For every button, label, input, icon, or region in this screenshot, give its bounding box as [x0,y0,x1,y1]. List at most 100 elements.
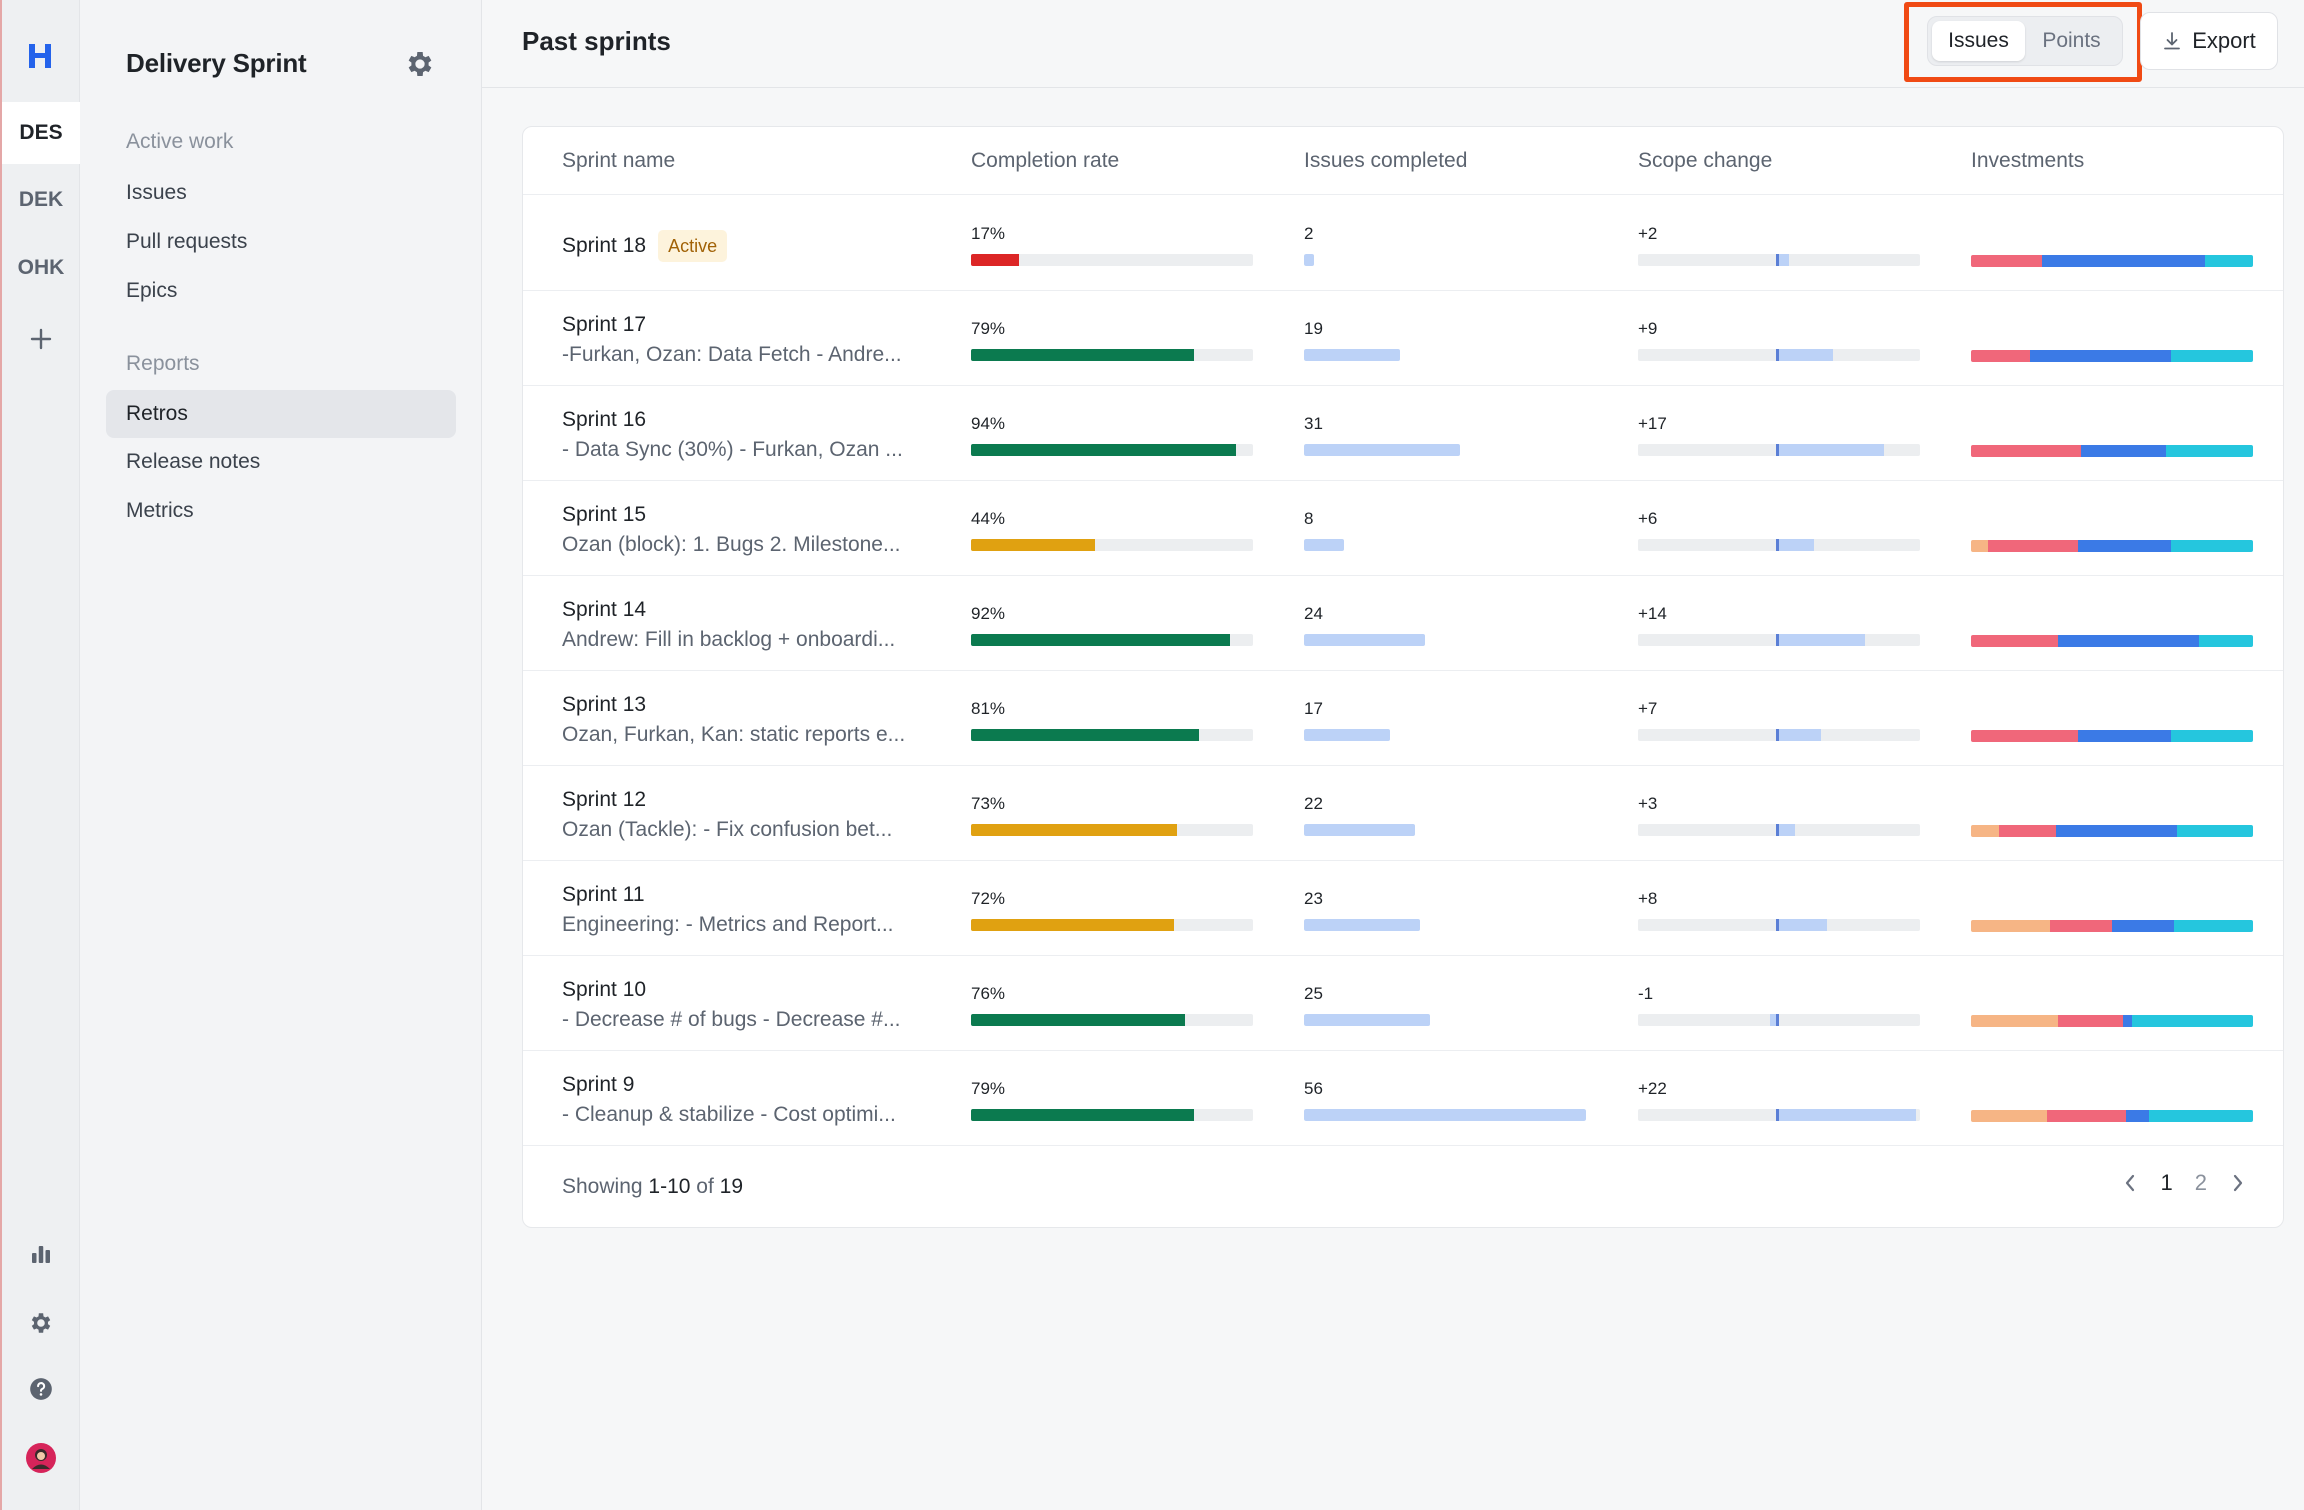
scope-bar [1638,1014,1920,1026]
next-page-button[interactable] [2229,1169,2247,1197]
column-issues-completed[interactable]: Issues completed [1304,149,1468,172]
investments-bar [1971,445,2253,457]
scope-value: +7 [1638,699,1658,718]
completion-value: 94% [971,414,1006,433]
completion-cell: 92% [971,604,1253,646]
investments-bar [1971,1110,2253,1122]
scope-bar-fill [1776,349,1833,361]
scope-zero-marker [1776,634,1779,646]
sidebar-item-pull-requests[interactable]: Pull requests [126,230,248,253]
column-sprint-name[interactable]: Sprint name [562,149,676,172]
scope-cell: +8 [1638,889,1920,931]
scope-zero-marker [1776,254,1779,266]
investments-bar [1971,255,2253,267]
column-investments[interactable]: Investments [1971,149,2085,172]
page-1[interactable]: 1 [2160,1170,2173,1195]
workspace-dek[interactable]: DEK [18,188,64,211]
scope-bar [1638,919,1920,931]
table-footer: Showing 1-10 of 19 1 2 [523,1147,2283,1229]
completion-cell: 17% [971,224,1253,266]
table-row[interactable]: Sprint 16 - Data Sync (30%) - Furkan, Oza… [523,386,2283,481]
app-logo[interactable] [20,36,60,76]
column-completion-rate[interactable]: Completion rate [971,149,1120,172]
help-button[interactable] [24,1372,58,1406]
issues-bar [1304,824,1586,836]
investment-segment [2058,1015,2124,1027]
table-row[interactable]: Sprint 10 - Decrease # of bugs - Decrease… [523,956,2283,1051]
analytics-button[interactable] [24,1237,58,1271]
scope-cell: +3 [1638,794,1920,836]
export-button[interactable]: Export [2140,12,2278,70]
issues-value: 23 [1304,889,1323,908]
scope-zero-marker [1776,919,1779,931]
prev-page-button[interactable] [2121,1169,2139,1197]
sidebar-item-issues[interactable]: Issues [126,181,187,204]
scope-value: +2 [1638,224,1658,243]
completion-bar-fill [971,729,1200,741]
highlight-frame [1904,2,2142,82]
table-row[interactable]: Sprint 9 - Cleanup & stabilize - Cost opt… [523,1051,2283,1146]
scope-value: -1 [1638,984,1654,1003]
sprint-name: Sprint 18 [562,234,647,257]
scope-cell: +14 [1638,604,1920,646]
table-row[interactable]: Sprint 14 Andrew: Fill in backlog + onboa… [523,576,2283,671]
issues-cell: 25 [1304,984,1586,1026]
completion-value: 81% [971,699,1006,718]
completion-bar-fill [971,634,1231,646]
chevron-right-icon [2233,1174,2243,1192]
investments-bar [1971,1015,2253,1027]
workspace-ohk[interactable]: OHK [17,256,65,279]
table-row[interactable]: Sprint 15 Ozan (block): 1. Bugs 2. Milest… [523,481,2283,576]
scope-bar [1638,254,1920,266]
settings-button[interactable] [24,1306,58,1340]
sidebar-item-release-notes[interactable]: Release notes [126,450,261,473]
add-workspace-button[interactable] [24,322,58,356]
investment-segment [1971,255,2042,267]
sprint-name-cell: Sprint 9 - Cleanup & stabilize - Cost opt… [562,1071,942,1129]
table-row[interactable]: Sprint 18 Active 17% 2 +2 [523,196,2283,291]
issues-cell: 8 [1304,509,1586,551]
sidebar-item-retros[interactable]: Retros [106,390,456,438]
investment-segment [2049,920,2112,932]
user-avatar[interactable] [24,1441,58,1475]
scope-cell: +6 [1638,509,1920,551]
scope-cell: +7 [1638,699,1920,741]
table-row[interactable]: Sprint 17 -Furkan, Ozan: Data Fetch - And… [523,291,2283,386]
project-settings-button[interactable] [404,48,436,80]
issues-cell: 31 [1304,414,1586,456]
investment-segment [2055,825,2177,837]
scope-zero-marker [1776,1014,1779,1026]
table-row[interactable]: Sprint 11 Engineering: - Metrics and Repo… [523,861,2283,956]
sidebar-item-metrics[interactable]: Metrics [126,499,194,522]
sidebar-item-epics[interactable]: Epics [126,279,178,302]
investment-segment [1971,1015,2059,1027]
completion-cell: 73% [971,794,1253,836]
sprint-goal: - Data Sync (30%) - Furkan, Ozan ... [562,438,903,461]
table-row[interactable]: Sprint 12 Ozan (Tackle): - Fix confusion … [523,766,2283,861]
scope-value: +8 [1638,889,1658,908]
issues-value: 25 [1304,984,1323,1003]
completion-bar [971,1014,1253,1026]
workspace-des[interactable]: DES [2,102,80,164]
page-2[interactable]: 2 [2194,1170,2207,1195]
scope-cell: +9 [1638,319,1920,361]
investment-segment [2171,730,2253,742]
issues-bar-fill [1304,444,1460,456]
investment-segment [1971,825,2000,837]
issues-cell: 23 [1304,889,1586,931]
scope-value: +14 [1638,604,1667,623]
scope-bar-fill [1776,824,1795,836]
scope-bar-fill [1776,919,1827,931]
investments-bar [1971,920,2253,932]
investment-segment [2176,825,2253,837]
scope-cell: +22 [1638,1079,1920,1121]
investments-bar [1971,635,2253,647]
status-badge: Active [658,230,728,262]
column-scope-change[interactable]: Scope change [1638,149,1773,172]
scope-value: +3 [1638,794,1658,813]
toggle-points[interactable]: Points [2042,29,2101,52]
investment-segment [2041,255,2206,267]
scope-bar-fill [1776,1109,1916,1121]
table-row[interactable]: Sprint 13 Ozan, Furkan, Kan: static repor… [523,671,2283,766]
toggle-issues[interactable]: Issues [1932,21,2025,61]
